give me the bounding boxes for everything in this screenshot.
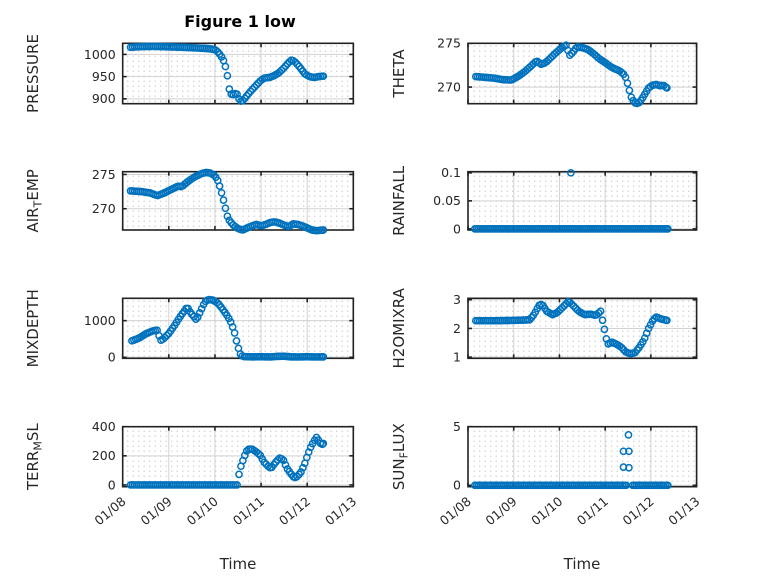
x-axis-label-left: Time (219, 555, 257, 573)
subplot-rainfall: 0 0.05 0.1 RAINFALL (390, 165, 698, 236)
axes-box (467, 42, 698, 105)
series-h2omixra-markers (471, 297, 671, 358)
y-tick-label: 270 (92, 201, 116, 216)
subplot-terr_msl: 0 200 400 01/08 01/09 01/10 01/11 01/12 01/13 TER… (24, 419, 359, 528)
y-tick-label: 200 (92, 448, 116, 463)
subplot-theta: 270 275 THETA (390, 36, 698, 108)
x-tick-label: 01/13 (322, 494, 359, 529)
axes-box (121, 297, 355, 360)
subplot-pressure: 900 950 1000 PRESSURE (24, 34, 355, 113)
y-axis-label-air_temp: AIRTEMP (24, 169, 45, 232)
y-tick-label: 5 (453, 419, 461, 434)
y-tick-label: 400 (92, 419, 116, 434)
subplot-h2omixra: 1 2 3 H2OMIXRA (390, 287, 698, 368)
y-tick-label: 900 (92, 91, 116, 106)
x-tick-label: 01/12 (620, 494, 657, 529)
y-tick-label: 1000 (84, 47, 116, 62)
y-axis-label-sun_flux: SUNFLUX (390, 423, 411, 490)
x-tick-label: 01/11 (574, 494, 611, 529)
x-tick-label: 01/13 (665, 494, 702, 529)
y-tick-label: 950 (92, 69, 116, 84)
y-tick-label: 0 (453, 478, 461, 493)
minor-grid (123, 299, 353, 358)
y-axis-label-terr_msl: TERRMSL (24, 423, 45, 492)
data-point (567, 168, 575, 177)
tick-marks (467, 298, 698, 359)
tick-marks (467, 42, 698, 104)
tick-marks (121, 43, 355, 104)
y-tick-label: 1 (453, 350, 461, 365)
data-point (625, 463, 633, 472)
minor-grid (469, 427, 696, 486)
y-tick-label: 0.05 (433, 193, 461, 208)
y-axis-label-h2omixra: H2OMIXRA (390, 287, 408, 368)
y-axis-label-theta: THETA (390, 49, 408, 99)
subplot-air_temp: 270 275 AIRTEMP (24, 167, 355, 235)
y-tick-label: 2 (453, 321, 461, 336)
x-tick-label: 01/08 (437, 493, 474, 528)
y-tick-label: 0.1 (441, 165, 461, 180)
series-pressure-markers (126, 42, 328, 106)
axes-box (467, 425, 698, 488)
y-tick-label: 1000 (84, 313, 116, 328)
minor-grid (469, 44, 696, 103)
y-tick-label: 275 (437, 36, 461, 51)
data-point (624, 431, 633, 439)
y-axis-label-rainfall: RAINFALL (390, 165, 408, 236)
series-air_temp-markers (126, 168, 328, 235)
y-tick-label: 3 (453, 292, 461, 307)
series-rainfall-markers (471, 168, 672, 233)
subplot-sun_flux: 0 5 01/08 01/09 01/10 01/11 01/12 01/13 SUNFLUX (390, 419, 703, 528)
y-tick-label: 0 (108, 350, 116, 365)
figure-title: Figure 1 low (184, 12, 296, 31)
series-terr_msl-markers (126, 433, 328, 489)
y-tick-label: 275 (92, 167, 116, 182)
series-sun_flux-markers (471, 431, 672, 490)
y-axis-label-pressure: PRESSURE (24, 34, 42, 113)
subplot-mixdepth: 0 1000 MIXDEPTH (24, 289, 355, 367)
series-mixdepth-markers (128, 295, 328, 361)
y-tick-label: 0 (108, 477, 116, 492)
data-point (625, 447, 633, 456)
x-axis-label-right: Time (563, 555, 601, 573)
x-tick-label: 01/08 (91, 493, 128, 528)
x-tick-label: 01/09 (138, 493, 175, 528)
x-tick-label: 01/09 (482, 493, 519, 528)
x-tick-label: 01/12 (276, 494, 313, 529)
minor-grid (123, 172, 353, 229)
x-tick-label: 01/10 (528, 493, 565, 528)
y-tick-label: 270 (437, 79, 461, 94)
x-tick-label: 01/10 (184, 493, 221, 528)
series-theta-markers (471, 41, 671, 108)
x-tick-label: 01/11 (230, 494, 267, 529)
axes-box (121, 42, 355, 105)
y-tick-label: 0 (453, 221, 461, 236)
y-axis-label-mixdepth: MIXDEPTH (24, 289, 42, 367)
